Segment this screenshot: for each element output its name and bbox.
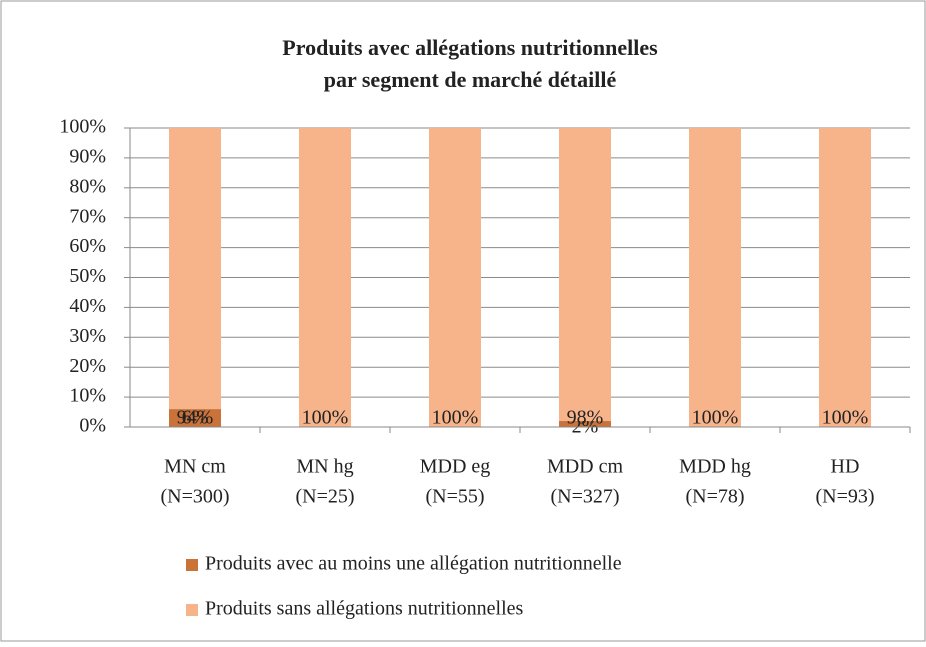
x-tick-label: (N=55) [425, 486, 484, 508]
data-label: 100% [822, 407, 869, 429]
bar-segment [689, 128, 741, 427]
x-tick-label: HD [831, 456, 860, 478]
x-tick-label: MN hg [296, 456, 353, 478]
legend-swatch [186, 559, 198, 571]
y-tick-label: 10% [69, 385, 106, 407]
y-tick-label: 80% [69, 175, 106, 197]
y-tick-label: 0% [79, 415, 106, 437]
x-tick-label: (N=300) [160, 486, 229, 508]
data-label: 100% [302, 407, 349, 429]
data-label: 100% [432, 407, 479, 429]
x-tick-label: (N=78) [685, 486, 744, 508]
x-tick-label: MDD hg [679, 456, 751, 478]
data-label: 98% [567, 407, 604, 429]
x-tick-label: (N=25) [295, 486, 354, 508]
chart-title: par segment de marché détaillé [324, 67, 617, 92]
bar-segment [559, 128, 611, 422]
x-tick-label: MDD eg [420, 456, 491, 478]
bar-segment [819, 128, 871, 427]
data-label: 94% [177, 407, 214, 429]
legend-label: Produits avec au moins une allégation nu… [205, 553, 622, 575]
data-label: 6% [182, 407, 209, 429]
y-tick-label: 70% [69, 205, 106, 227]
y-tick-label: 90% [69, 145, 106, 167]
bar-segment [169, 409, 221, 427]
x-tick-label: MN cm [164, 456, 226, 478]
x-tick-label: MDD cm [547, 456, 624, 478]
y-tick-label: 60% [69, 235, 106, 257]
y-tick-label: 100% [59, 116, 106, 138]
data-label: 100% [692, 407, 739, 429]
x-tick-label: (N=327) [550, 486, 619, 508]
x-tick-label: (N=93) [815, 486, 874, 508]
bar-segment [429, 128, 481, 427]
legend-label: Produits sans allégations nutritionnelle… [205, 598, 524, 620]
y-tick-label: 20% [69, 355, 106, 377]
y-tick-label: 30% [69, 325, 106, 347]
legend-swatch [186, 604, 198, 616]
y-tick-label: 50% [69, 265, 106, 287]
bar-segment [559, 421, 611, 427]
bar-segment [169, 128, 221, 410]
bar-segment [299, 128, 351, 427]
chart-title: Produits avec allégations nutritionnelle… [282, 35, 658, 60]
y-tick-label: 40% [69, 295, 106, 317]
